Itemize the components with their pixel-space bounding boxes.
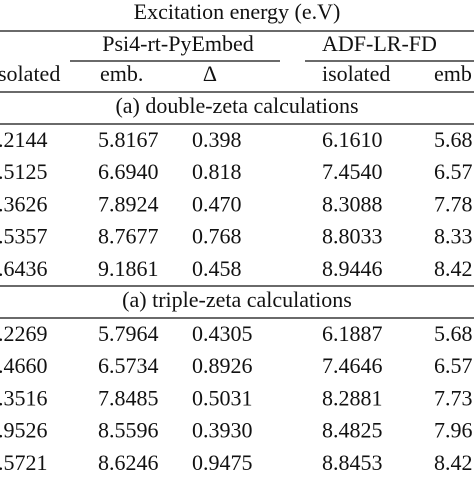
group-header: ADF-LR-FD [322,31,437,56]
cell: 8.6246 [98,450,159,474]
cell: 8.9446 [322,256,383,281]
cell: .4660 [0,353,48,378]
cell: 6.6940 [98,159,159,184]
cell: 0.398 [192,127,242,152]
cell: .2269 [0,321,48,346]
cell: 5.68 [434,127,473,152]
section-title: (a) triple-zeta calculations [122,287,352,312]
table-title: Excitation energy (e.V) [134,0,341,24]
cell: 8.8453 [322,450,383,474]
cell: 0.9475 [192,450,253,474]
cell: 5.8167 [98,127,159,152]
cell: 8.33 [434,224,473,249]
cell: 0.5031 [192,385,253,410]
cell: 8.42 [434,450,473,474]
cell: 7.8485 [98,385,159,410]
column-header: isolated [322,61,390,86]
cell: .3626 [0,191,48,216]
cell: 7.73 [434,385,473,410]
section-title: (a) double-zeta calculations [115,93,358,118]
cell: 9.1861 [98,256,159,281]
cell: 5.7964 [98,321,159,346]
cell: .2144 [0,127,48,152]
cell: 6.57 [434,353,473,378]
cell: 8.42 [434,256,473,281]
cell: 8.8033 [322,224,383,249]
cell: .9526 [0,418,48,443]
cell: 6.1887 [322,321,383,346]
cell: 6.57 [434,159,473,184]
cell: 0.470 [192,191,242,216]
cell: 5.68 [434,321,473,346]
cell: 6.5734 [98,353,159,378]
cell: .6436 [0,256,48,281]
cell: .5357 [0,224,48,249]
column-header: Δ [203,61,217,86]
cell: 7.78 [434,191,473,216]
cell: 0.4305 [192,321,253,346]
cell: 8.3088 [322,191,383,216]
cell: .5125 [0,159,48,184]
cell: 7.4646 [322,353,383,378]
cell: 0.818 [192,159,242,184]
group-header: Psi4-rt-PyEmbed [102,31,254,56]
cell: 0.768 [192,224,242,249]
cell: 0.458 [192,256,242,281]
cell: 7.96 [434,418,473,443]
cell: 7.8924 [98,191,159,216]
cell: 8.4825 [322,418,383,443]
cell: 0.8926 [192,353,253,378]
column-header: emb [434,61,472,86]
cell: .3516 [0,385,48,410]
column-header: emb. [100,61,143,86]
cell: 8.2881 [322,385,383,410]
cell: 8.7677 [98,224,159,249]
cell: 8.5596 [98,418,159,443]
cell: 7.4540 [322,159,383,184]
cell: 6.1610 [322,127,383,152]
cell: .5721 [0,450,48,474]
column-header: solated [0,61,60,86]
cell: 0.3930 [192,418,253,443]
